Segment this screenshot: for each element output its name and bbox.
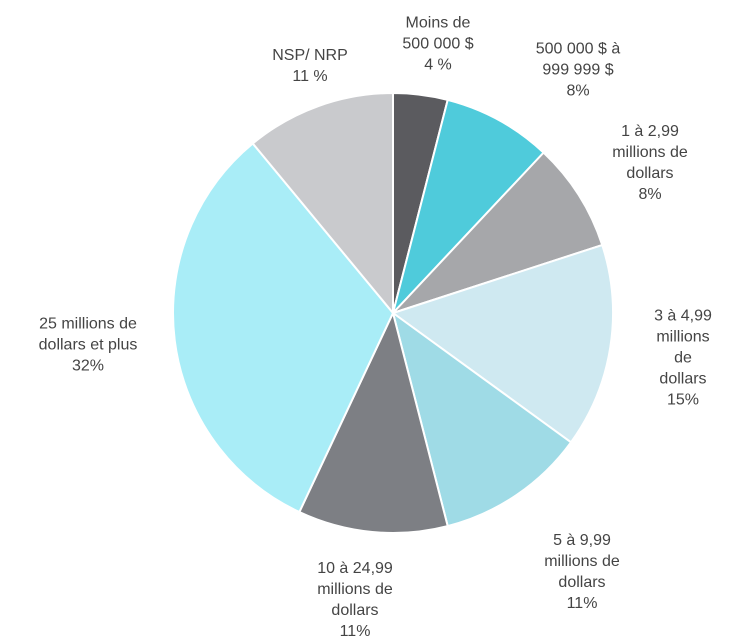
value-label: 15% bbox=[666, 391, 700, 409]
value-label: 8% bbox=[638, 186, 662, 203]
category-label: 25 millions de dollars et plus bbox=[38, 315, 138, 354]
category-label: Moins de 500 000 $ bbox=[402, 14, 474, 53]
value-label: 11 % bbox=[292, 68, 328, 85]
pie-slice bbox=[392, 151, 604, 314]
category-label: 5 à 9,99 millions de dollars bbox=[544, 532, 620, 591]
slice-label: 3 à 4,99 millions de dollars 15% bbox=[653, 306, 714, 411]
pie-slice bbox=[297, 310, 449, 534]
pie-slice bbox=[172, 142, 395, 514]
value-label: 8% bbox=[566, 82, 590, 100]
value-label: 32% bbox=[71, 357, 105, 375]
value-label: 4 % bbox=[424, 56, 452, 74]
category-label: 10 à 24,99 millions de dollars bbox=[317, 560, 393, 619]
category-label: 500 000 $ à 999 999 $ bbox=[535, 40, 621, 79]
pie-slice bbox=[391, 310, 573, 528]
slice-label: 500 000 $ à 999 999 $ 8% bbox=[536, 39, 621, 102]
pie-slice bbox=[390, 243, 614, 444]
category-label: 3 à 4,99 millions de dollars bbox=[654, 307, 712, 388]
value-label: 11% bbox=[339, 623, 371, 640]
slice-label: NSP/ NRP 11 % bbox=[272, 45, 348, 87]
category-label: 1 à 2,99 millions de dollars bbox=[612, 123, 688, 182]
pie-slice bbox=[392, 98, 546, 314]
slice-label: Moins de 500 000 $ 4 % bbox=[402, 13, 473, 76]
value-label: 11% bbox=[566, 595, 598, 612]
slice-label: 25 millions de dollars et plus 32% bbox=[39, 314, 138, 377]
slice-label: 1 à 2,99 millions de dollars 8% bbox=[612, 121, 688, 205]
slice-label: 5 à 9,99 millions de dollars 11% bbox=[544, 530, 620, 614]
slice-label: 10 à 24,99 millions de dollars 11% bbox=[317, 558, 393, 642]
pie-slice bbox=[251, 91, 394, 316]
category-label: NSP/ NRP bbox=[272, 47, 348, 64]
